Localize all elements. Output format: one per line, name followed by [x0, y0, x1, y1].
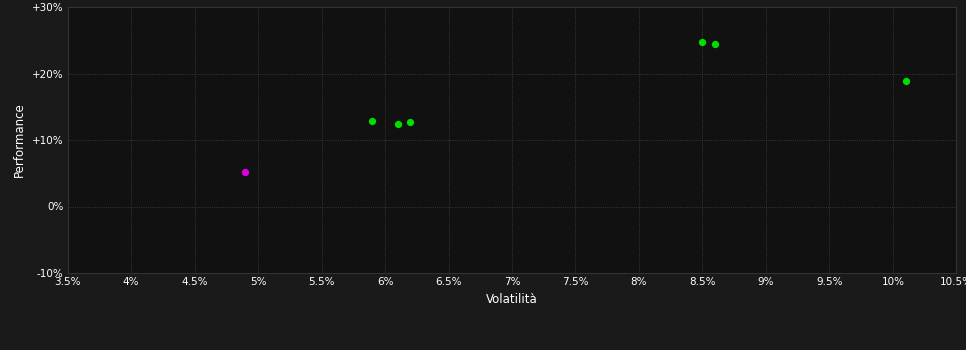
X-axis label: Volatilità: Volatilità: [486, 293, 538, 306]
Point: [364, 119, 380, 124]
Y-axis label: Performance: Performance: [14, 103, 26, 177]
Point: [238, 169, 253, 175]
Point: [695, 39, 710, 44]
Point: [390, 121, 406, 127]
Point: [403, 119, 418, 125]
Point: [707, 41, 723, 47]
Point: [897, 79, 913, 84]
